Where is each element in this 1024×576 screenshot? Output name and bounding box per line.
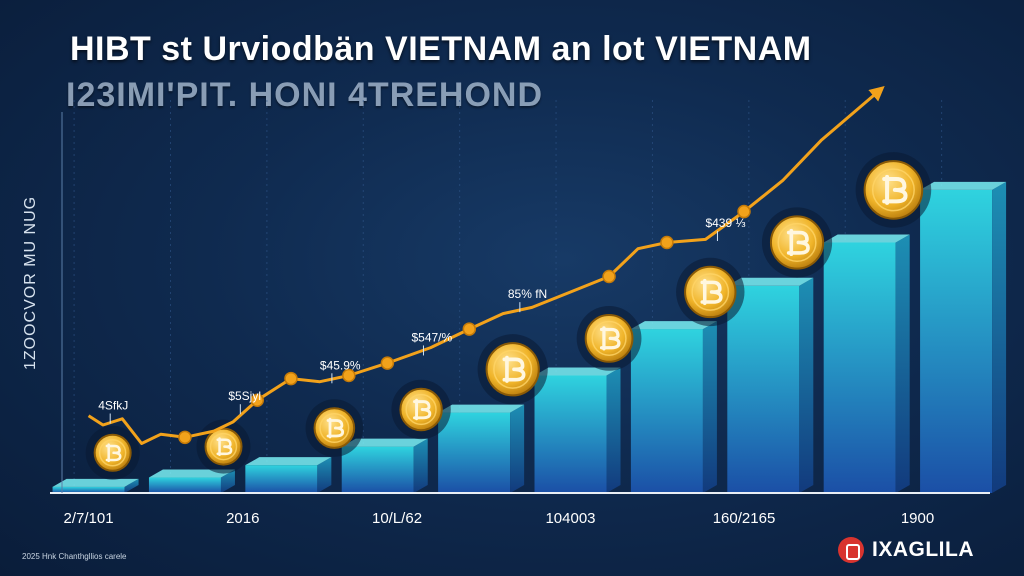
coin-symbol [105, 443, 122, 463]
bar [438, 404, 525, 493]
bar-side [220, 469, 235, 493]
annotation-label: $439 ⅓ [705, 216, 745, 230]
bitcoin-coin-icon [676, 257, 745, 327]
x-tick-label: 2016 [226, 510, 259, 527]
coin-rim [319, 413, 350, 444]
bar-side [895, 234, 910, 493]
bar-top [52, 478, 139, 487]
x-tick-label: 1900 [901, 510, 934, 527]
coin-symbol [700, 278, 723, 306]
bar-top [823, 234, 910, 243]
annotation-label: 85% fN [508, 287, 547, 301]
footnote: 2025 Hnk Chanthgllios carele [22, 552, 127, 561]
bar-side [799, 277, 814, 493]
axes [50, 112, 990, 494]
bitcoin-coin-icon [855, 152, 932, 228]
bar-front [630, 329, 703, 493]
coin-rim [777, 222, 817, 263]
trend-marker [462, 322, 477, 336]
bar-side [702, 321, 717, 493]
bar [52, 478, 139, 493]
bar-side [606, 367, 621, 493]
bar-top [727, 277, 814, 286]
coin-symbol [216, 437, 233, 456]
bar-side [317, 457, 332, 493]
coin-symbol [882, 174, 908, 205]
annotation-label: 4SfkJ [98, 398, 128, 412]
bar [823, 234, 910, 493]
coins [85, 152, 932, 480]
annotation-label: $45.9% [320, 358, 361, 372]
bar-side [992, 181, 1007, 493]
bar-front [148, 477, 221, 493]
coin-symbol [326, 417, 345, 439]
coin-rim [591, 320, 627, 356]
coin-symbol [413, 398, 432, 421]
x-tick-label: 104003 [545, 510, 595, 527]
bar-front [438, 412, 511, 493]
x-tick-label: 2/7/101 [64, 510, 114, 527]
trend-marker [250, 393, 264, 407]
bar-front [534, 375, 607, 493]
bar-top [920, 181, 1007, 190]
bitcoin-coin-icon [85, 425, 140, 480]
trend-line-layer [87, 86, 885, 445]
chart-title: HIBT st Urviodbän VIETNAM an lot VIETNAM [70, 30, 812, 68]
coin-symbol [599, 326, 621, 351]
coin-symbol [786, 228, 810, 257]
x-tick-label: 10/L/62 [372, 510, 422, 527]
annotation-label: $547/% [411, 330, 452, 344]
trend-marker [380, 356, 395, 370]
bar [630, 321, 717, 493]
brand-name: IXAGLILA [872, 538, 974, 561]
bar-side [124, 478, 139, 493]
bars [52, 181, 1007, 493]
chart-subtitle: I23IMI'PIT. HONI 4TREHOND [66, 76, 544, 114]
annotations: 4SfkJ $5Sjyl $45.9% $547/% 85% fN $439 ⅓ [98, 216, 746, 424]
bar [341, 438, 428, 493]
bitcoin-coin-icon [391, 379, 451, 440]
trend-marker [284, 371, 298, 386]
bitcoin-coin-icon [576, 305, 642, 371]
coin-rim [405, 393, 437, 426]
trend-marker [602, 269, 616, 284]
brand-logo: IXAGLILA [838, 537, 974, 563]
bitcoin-coin-icon [477, 334, 548, 405]
bar-front [245, 465, 318, 493]
coin-symbol [502, 355, 526, 383]
bar-top [438, 404, 525, 413]
bitcoin-coin-icon [761, 207, 833, 278]
bar [920, 181, 1007, 493]
bar-top [245, 457, 332, 466]
trend-marker [342, 368, 356, 383]
brand-mark-icon [838, 537, 864, 563]
x-tick-label: 160/2165 [713, 510, 776, 527]
bar-top [341, 438, 428, 447]
trend-line [87, 86, 885, 445]
trend-marker [737, 204, 751, 219]
bar-front [727, 285, 800, 493]
bar [534, 367, 621, 493]
coin-rim [209, 432, 238, 461]
bar-side [510, 404, 525, 493]
bar-top [534, 367, 621, 376]
bar-top [630, 321, 717, 330]
coin-rim [493, 349, 533, 389]
trend-marker [178, 430, 192, 445]
bar [245, 457, 332, 493]
bar-front [823, 242, 896, 493]
x-tick-labels: 2/7/101 2016 10/L/62 104003 160/2165 1900 [64, 510, 935, 527]
coin-rim [871, 168, 915, 212]
bar-front [52, 486, 125, 493]
annotation-label: $5Sjyl [228, 389, 261, 403]
bitcoin-coin-icon [305, 399, 364, 457]
coin-rim [98, 439, 127, 467]
trend-marker [660, 235, 674, 250]
coin-rim [691, 273, 730, 311]
bar-front [341, 446, 414, 493]
bar-front [920, 189, 993, 493]
bar [727, 277, 814, 493]
bar-side [413, 438, 428, 493]
